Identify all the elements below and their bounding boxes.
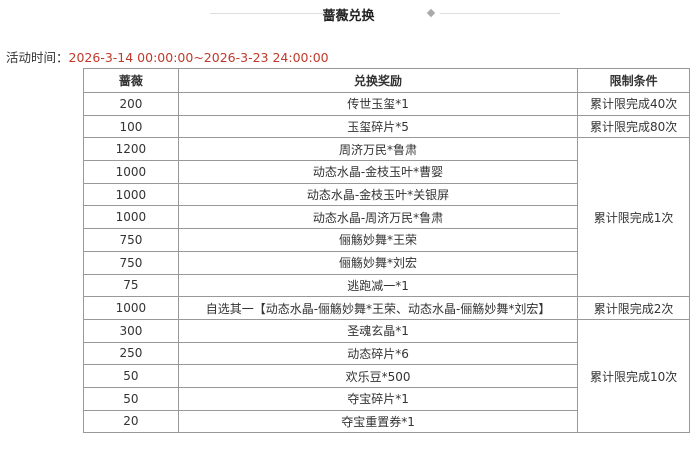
exchange-table: 蔷薇 兑换奖励 限制条件 200 传世玉玺*1 累计限完成40次 100 玉玺碎片*5 累… bbox=[83, 68, 690, 434]
reward-cell: 动态碎片*6 bbox=[177, 341, 579, 366]
reward-cell: 俪觞妙舞*王荣 bbox=[177, 228, 579, 252]
title-divider-left bbox=[210, 13, 330, 14]
cost-cell: 200 bbox=[83, 92, 179, 116]
cost-cell: 50 bbox=[83, 386, 179, 411]
reward-cell: 周济万民*鲁肃 bbox=[177, 137, 579, 162]
cost-cell: 75 bbox=[83, 273, 179, 298]
limit-cell: 累计限完成80次 bbox=[577, 114, 690, 139]
header-cost: 蔷薇 bbox=[83, 68, 179, 93]
page-title: 蔷薇兑换 bbox=[322, 9, 375, 24]
cost-cell: 1000 bbox=[83, 160, 179, 184]
cost-cell: 1000 bbox=[83, 182, 179, 207]
table-row: 1000 动态水晶-金枝玉叶*曹婴 bbox=[83, 160, 690, 184]
cost-cell: 750 bbox=[83, 228, 179, 252]
table-row: 50 夺宝碎片*1 bbox=[83, 386, 690, 411]
table-row: 250 动态碎片*6 bbox=[83, 341, 690, 366]
cost-cell: 250 bbox=[83, 341, 179, 366]
limit-cell: 累计限完成40次 bbox=[577, 92, 690, 116]
reward-cell: 动态水晶-金枝玉叶*曹婴 bbox=[177, 160, 579, 184]
cost-cell: 750 bbox=[83, 250, 179, 275]
table-row: 100 玉玺碎片*5 累计限完成80次 bbox=[83, 114, 690, 139]
cost-cell: 1200 bbox=[83, 137, 179, 162]
reward-cell: 玉玺碎片*5 bbox=[177, 114, 579, 139]
cost-cell: 300 bbox=[83, 318, 179, 343]
table-row: 1200 周济万民*鲁肃 累计限完成1次 bbox=[83, 137, 690, 298]
cost-cell: 50 bbox=[83, 364, 179, 388]
reward-cell: 动态水晶-周济万民*鲁肃 bbox=[177, 205, 579, 230]
limit-cell: 累计限完成2次 bbox=[577, 296, 690, 320]
reward-cell: 夺宝碎片*1 bbox=[177, 386, 579, 411]
reward-cell: 俪觞妙舞*刘宏 bbox=[177, 250, 579, 275]
cost-cell: 1000 bbox=[83, 296, 179, 320]
limit-cell: 累计限完成10次 bbox=[577, 318, 690, 434]
activity-time: 活动时间：2026-3-14 00:00:00~2026-3-23 24:00:… bbox=[6, 47, 329, 66]
table-row: 20 夺宝重置券*1 bbox=[83, 409, 690, 434]
cost-cell: 1000 bbox=[83, 205, 179, 230]
reward-cell: 夺宝重置券*1 bbox=[177, 409, 579, 434]
table-row: 200 传世玉玺*1 累计限完成40次 bbox=[83, 92, 690, 116]
header-reward: 兑换奖励 bbox=[177, 68, 579, 93]
reward-cell: 圣魂玄晶*1 bbox=[177, 318, 579, 343]
table-row: 300 圣魂玄晶*1 累计限完成10次 bbox=[83, 318, 690, 434]
limit-cell: 累计限完成1次 bbox=[577, 137, 690, 298]
cost-cell: 20 bbox=[83, 409, 179, 434]
reward-cell: 传世玉玺*1 bbox=[177, 92, 579, 116]
header-limit: 限制条件 bbox=[577, 68, 690, 93]
title-divider-right bbox=[440, 13, 560, 14]
reward-cell: 动态水晶-金枝玉叶*关银屏 bbox=[177, 182, 579, 207]
reward-cell: 自选其一【动态水晶-俪觞妙舞*王荣、动态水晶-俪觞妙舞*刘宏】 bbox=[177, 296, 579, 320]
table-row: 75 逃跑减一*1 bbox=[83, 273, 690, 298]
table-row: 750 俪觞妙舞*王荣 bbox=[83, 228, 690, 252]
cost-cell: 100 bbox=[83, 114, 179, 139]
time-value: 2026-3-14 00:00:00~2026-3-23 24:00:00 bbox=[68, 50, 329, 65]
table-row: 1000 动态水晶-金枝玉叶*关银屏 bbox=[83, 182, 690, 207]
time-label: 活动时间： bbox=[6, 50, 69, 65]
table-row: 1000 自选其一【动态水晶-俪觞妙舞*王荣、动态水晶-俪觞妙舞*刘宏】 累计限完成… bbox=[83, 296, 690, 320]
reward-cell: 欢乐豆*500 bbox=[177, 364, 579, 388]
table-row: 750 俪觞妙舞*刘宏 bbox=[83, 250, 690, 275]
reward-cell: 逃跑减一*1 bbox=[177, 273, 579, 298]
